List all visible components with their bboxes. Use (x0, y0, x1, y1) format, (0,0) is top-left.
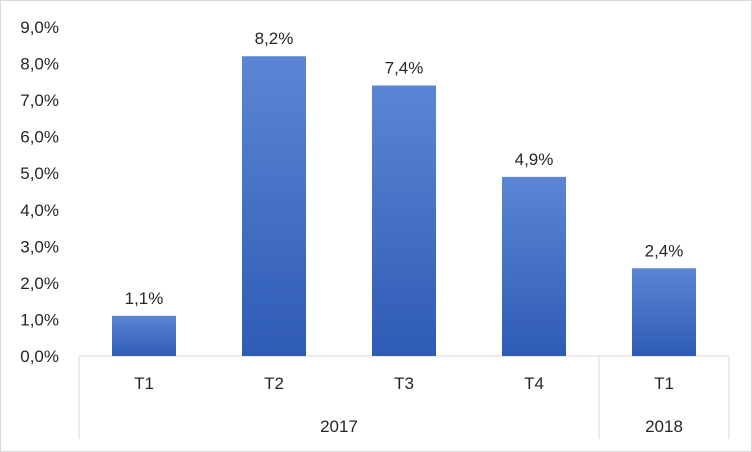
y-tick-label: 7,0% (20, 91, 59, 110)
data-label: 2,4% (645, 241, 684, 260)
y-tick-label: 4,0% (20, 201, 59, 220)
x-category-label: T1 (134, 374, 154, 393)
data-label: 8,2% (255, 29, 294, 48)
y-tick-label: 3,0% (20, 237, 59, 256)
bar (502, 176, 566, 356)
x-category-label: T4 (524, 374, 544, 393)
bar (372, 85, 436, 356)
x-category-label: T3 (394, 374, 414, 393)
bar (112, 315, 176, 356)
x-category-label: T1 (654, 374, 674, 393)
x-group-label: 2018 (645, 417, 683, 436)
data-label: 1,1% (125, 289, 164, 308)
y-tick-label: 0,0% (20, 347, 59, 366)
x-group-label: 2017 (320, 417, 358, 436)
data-label: 7,4% (385, 58, 424, 77)
y-tick-label: 5,0% (20, 164, 59, 183)
y-tick-label: 2,0% (20, 274, 59, 293)
y-tick-label: 1,0% (20, 310, 59, 329)
bar (242, 56, 306, 356)
x-category-label: T2 (264, 374, 284, 393)
y-tick-label: 8,0% (20, 55, 59, 74)
y-tick-label: 9,0% (20, 18, 59, 37)
bar (632, 268, 696, 356)
y-tick-label: 6,0% (20, 128, 59, 147)
data-label: 4,9% (515, 150, 554, 169)
